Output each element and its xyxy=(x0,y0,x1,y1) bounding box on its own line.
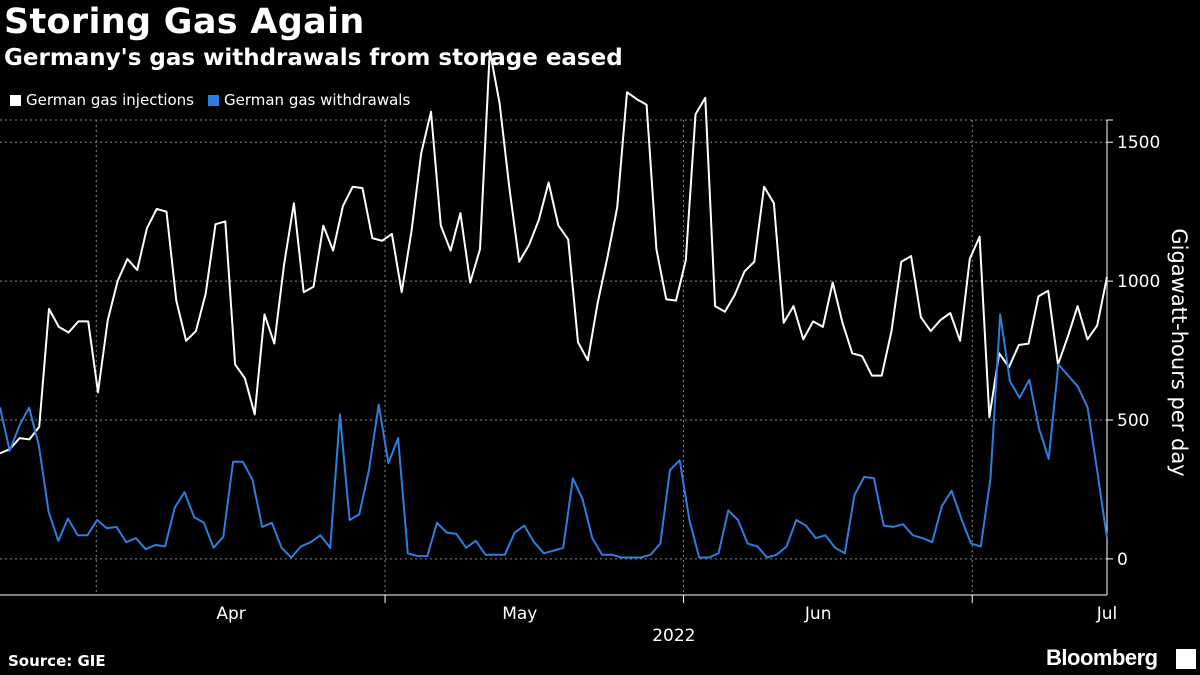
x-tick-label: Apr xyxy=(216,604,245,624)
x-axis-label: 2022 xyxy=(652,626,695,646)
y-tick-label: 500 xyxy=(1117,411,1149,431)
legend-item-withdrawals: German gas withdrawals xyxy=(208,91,410,109)
legend-label-injections: German gas injections xyxy=(26,91,194,109)
chart-subtitle: Germany's gas withdrawals from storage e… xyxy=(4,45,623,71)
x-tick-label: May xyxy=(502,604,537,624)
brand-mark-icon xyxy=(1176,649,1196,669)
y-tick-label: 0 xyxy=(1117,550,1128,570)
legend: German gas injections German gas withdra… xyxy=(10,91,424,109)
brand-logo: Bloomberg xyxy=(1046,645,1158,670)
series-line-injections xyxy=(0,49,1108,455)
legend-swatch-injections xyxy=(10,94,21,106)
chart-title: Storing Gas Again xyxy=(4,2,365,42)
series-line-withdrawals xyxy=(0,313,1108,559)
y-tick-label: 1500 xyxy=(1117,133,1160,153)
x-tick-label: Jul xyxy=(1096,604,1118,624)
legend-item-injections: German gas injections xyxy=(10,91,194,109)
legend-label-withdrawals: German gas withdrawals xyxy=(224,91,411,109)
y-axis-label: Gigawatt-hours per day xyxy=(1167,228,1191,476)
y-tick-label: 1000 xyxy=(1117,272,1160,292)
legend-swatch-withdrawals xyxy=(208,94,219,106)
x-tick-label: Jun xyxy=(804,604,832,624)
source-note: Source: GIE xyxy=(8,652,106,670)
